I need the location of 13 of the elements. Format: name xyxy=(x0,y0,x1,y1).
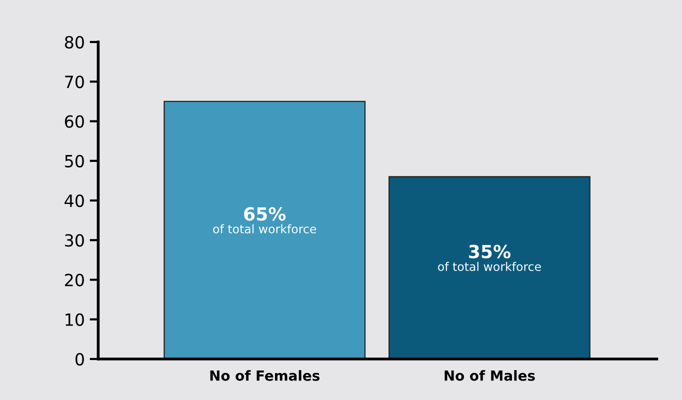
y-tick-label: 60 xyxy=(64,115,84,128)
y-tick-label: 30 xyxy=(65,234,84,247)
annotation: 35% of total workforce xyxy=(438,244,541,272)
x-tick-label: No of Males xyxy=(444,370,535,381)
y-tick-label: 40 xyxy=(64,194,84,208)
y-tick-label: 20 xyxy=(65,274,84,286)
y-tick-label: 10 xyxy=(66,313,84,326)
y-tick-label: 80 xyxy=(64,36,84,49)
y-tick-label: 70 xyxy=(65,76,84,88)
x-tick-label: No of Females xyxy=(210,370,320,381)
annotation: 65% of total workforce xyxy=(213,207,316,234)
y-tick-label: 0 xyxy=(76,352,84,366)
y-tick-label: 50 xyxy=(65,154,84,168)
